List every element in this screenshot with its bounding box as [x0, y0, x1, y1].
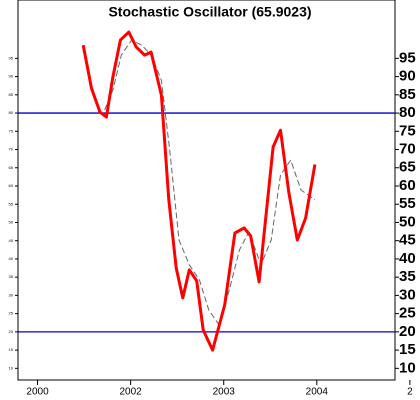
y-tick-label-left: 40 — [9, 256, 14, 261]
plot-area — [17, 0, 396, 381]
x-tick-label: 2003 — [213, 387, 236, 398]
y-tick-label: 30 — [399, 286, 416, 303]
x-tick-label: 2004 — [306, 387, 329, 398]
y-tick-label: 90 — [399, 68, 416, 85]
x-tick-label: 2002 — [120, 387, 143, 398]
y-tick-label-left: 70 — [9, 147, 14, 152]
y-tick-label: 35 — [399, 268, 416, 285]
y-tick-label: 60 — [399, 177, 416, 194]
y-tick-label-left: 85 — [9, 92, 14, 97]
x-tick-label: 2000 — [26, 387, 49, 398]
y-tick-label: 25 — [399, 305, 416, 322]
y-tick-label-left: 95 — [9, 55, 14, 60]
y-tick-label: 55 — [399, 195, 416, 212]
y-tick-label: 45 — [399, 232, 416, 249]
y-tick-label-left: 80 — [9, 110, 14, 115]
y-tick-label: 10 — [399, 359, 416, 376]
series-line — [81, 30, 317, 352]
series-line — [104, 39, 316, 326]
y-tick-label-left: 50 — [9, 220, 14, 225]
y-tick-label-left: 75 — [9, 128, 14, 133]
y-tick-label-left: 90 — [9, 74, 14, 79]
y-tick-label-left: 15 — [9, 347, 14, 352]
y-tick-label-left: 30 — [9, 292, 14, 297]
y-tick-label-left: 60 — [9, 183, 14, 188]
y-tick-label-left: 55 — [9, 201, 14, 206]
y-tick-label: 15 — [399, 341, 416, 358]
y-tick-label: 50 — [399, 213, 416, 230]
y-tick-label-left: 35 — [9, 274, 14, 279]
y-tick-label-left: 10 — [9, 365, 14, 370]
y-tick-label: 95 — [399, 49, 416, 66]
y-tick-label: 80 — [399, 104, 416, 121]
y-tick-label-left: 65 — [9, 165, 14, 170]
y-tick-label-left: 20 — [9, 329, 14, 334]
y-tick-label: 65 — [399, 159, 416, 176]
y-tick-label: 40 — [399, 250, 416, 267]
x-tick-label: 2 — [407, 387, 413, 398]
y-tick-label: 75 — [399, 122, 416, 139]
chart-title: Stochastic Oscillator (65.9023) — [108, 4, 311, 20]
y-tick-label: 85 — [399, 86, 416, 103]
y-tick-label-left: 45 — [9, 238, 14, 243]
y-tick-label: 70 — [399, 140, 416, 157]
y-tick-label: 20 — [399, 323, 416, 340]
y-tick-label-left: 25 — [9, 311, 14, 316]
